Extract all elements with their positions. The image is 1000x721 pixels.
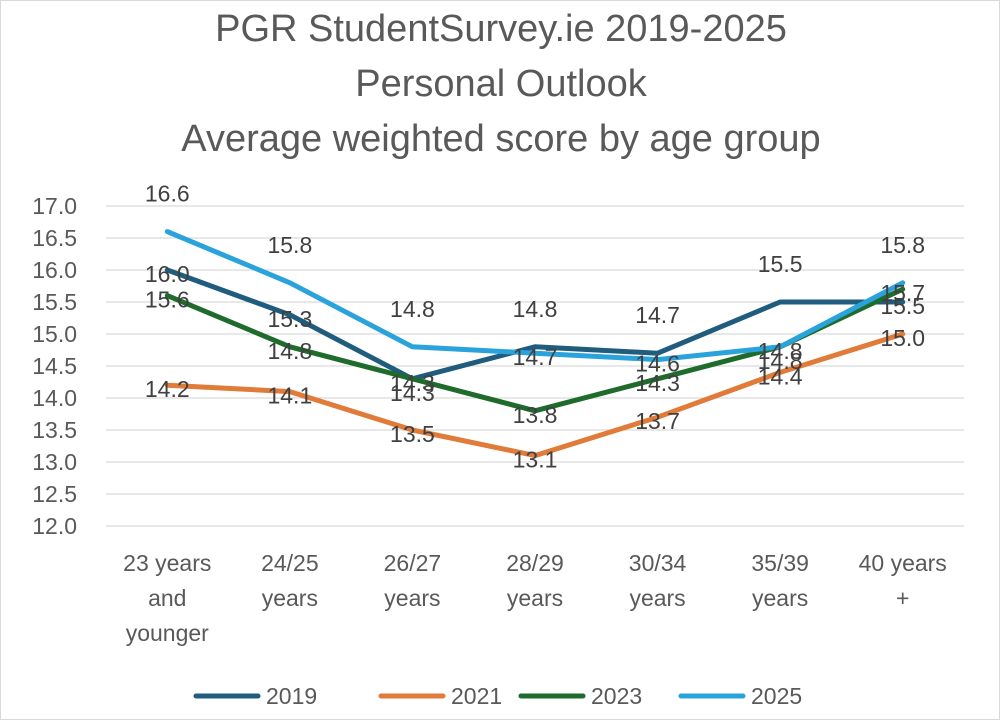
y-tick-label: 12.5 bbox=[32, 481, 77, 507]
data-label: 13.1 bbox=[513, 447, 558, 473]
y-tick-label: 16.0 bbox=[32, 257, 77, 283]
x-tick-label: 26/27 bbox=[384, 550, 442, 576]
legend-label: 2025 bbox=[751, 683, 802, 709]
gridlines bbox=[106, 205, 964, 527]
data-labels: 16.6 16.015.6 14.2 15.8 15.3 14.8 14.1 14.8 14.3… bbox=[145, 181, 925, 473]
x-tick-label: 35/39 bbox=[751, 550, 809, 576]
chart-title-line: Average weighted score by age group bbox=[181, 118, 820, 160]
y-tick-label: 14.0 bbox=[32, 385, 77, 411]
x-tick-label: years bbox=[507, 585, 563, 611]
x-tick-label: years bbox=[752, 585, 808, 611]
y-tick-label: 17.0 bbox=[32, 193, 77, 219]
y-tick-label: 14.5 bbox=[32, 353, 77, 379]
x-tick-label: 28/29 bbox=[506, 550, 564, 576]
data-label: 14.8 bbox=[513, 296, 558, 322]
x-tick-label: + bbox=[896, 585, 909, 611]
data-label: 14.8 bbox=[758, 348, 803, 374]
y-tick-label: 13.5 bbox=[32, 417, 77, 443]
data-label: 15.8 bbox=[880, 232, 925, 258]
series-line-2019 bbox=[164, 267, 906, 382]
y-tick-label: 16.5 bbox=[32, 225, 77, 251]
y-tick-label: 13.0 bbox=[32, 449, 77, 475]
data-label: 15.3 bbox=[267, 306, 312, 332]
y-axis-ticks: 12.0 12.5 13.0 13.5 14.0 14.5 15.0 15.5 16.0 16.5… bbox=[32, 193, 77, 539]
data-label: 14.8 bbox=[390, 296, 435, 322]
data-label: 14.6 bbox=[635, 351, 680, 377]
data-label: 15.5 bbox=[880, 293, 925, 319]
x-tick-label: younger bbox=[126, 620, 209, 646]
x-tick-label: years bbox=[629, 585, 685, 611]
data-label: 14.2 bbox=[145, 376, 190, 402]
data-label: 13.7 bbox=[635, 408, 680, 434]
data-label: 16.6 bbox=[145, 181, 190, 207]
data-label: 16.0 bbox=[145, 261, 190, 287]
y-tick-label: 12.0 bbox=[32, 513, 77, 539]
data-label: 14.3 bbox=[635, 370, 680, 396]
chart-title-line: PGR StudentSurvey.ie 2019-2025 bbox=[215, 8, 787, 50]
legend-label: 2019 bbox=[266, 683, 317, 709]
x-tick-label: 23 years bbox=[123, 550, 211, 576]
y-tick-label: 15.5 bbox=[32, 289, 77, 315]
data-label: 15.7 bbox=[880, 280, 925, 306]
legend: 2019 2021 2023 2025 bbox=[193, 683, 802, 709]
data-label: 15.5 bbox=[758, 251, 803, 277]
data-label: 14.4 bbox=[758, 363, 803, 389]
data-label: 14.3 bbox=[390, 380, 435, 406]
series-line-2021 bbox=[164, 331, 906, 459]
data-label: 15.0 bbox=[880, 325, 925, 351]
data-label: 13.8 bbox=[513, 402, 558, 428]
x-tick-label: years bbox=[262, 585, 318, 611]
x-tick-label: 24/25 bbox=[261, 550, 319, 576]
y-tick-label: 15.0 bbox=[32, 321, 77, 347]
data-label: 14.1 bbox=[267, 383, 312, 409]
chart-title: PGR StudentSurvey.ie 2019-2025 Personal O… bbox=[181, 8, 820, 160]
data-label: 15.6 bbox=[145, 287, 190, 313]
data-label: 14.8 bbox=[758, 338, 803, 364]
x-tick-label: and bbox=[148, 585, 186, 611]
data-label: 15.8 bbox=[267, 232, 312, 258]
legend-label: 2023 bbox=[591, 683, 642, 709]
x-tick-label: 30/34 bbox=[629, 550, 687, 576]
legend-label: 2021 bbox=[451, 683, 502, 709]
x-axis-ticks: 23 years and younger 24/25 years 26/27 years 28… bbox=[123, 550, 947, 646]
series-line-2025 bbox=[164, 229, 906, 363]
x-tick-label: years bbox=[384, 585, 440, 611]
data-label: 13.5 bbox=[390, 421, 435, 447]
series-lines bbox=[164, 229, 906, 459]
data-label: 14.7 bbox=[513, 344, 558, 370]
data-label: 14.3 bbox=[390, 370, 435, 396]
x-tick-label: 40 years bbox=[859, 550, 947, 576]
data-label: 14.7 bbox=[635, 302, 680, 328]
data-label: 14.8 bbox=[267, 338, 312, 364]
chart-title-line: Personal Outlook bbox=[355, 63, 647, 105]
